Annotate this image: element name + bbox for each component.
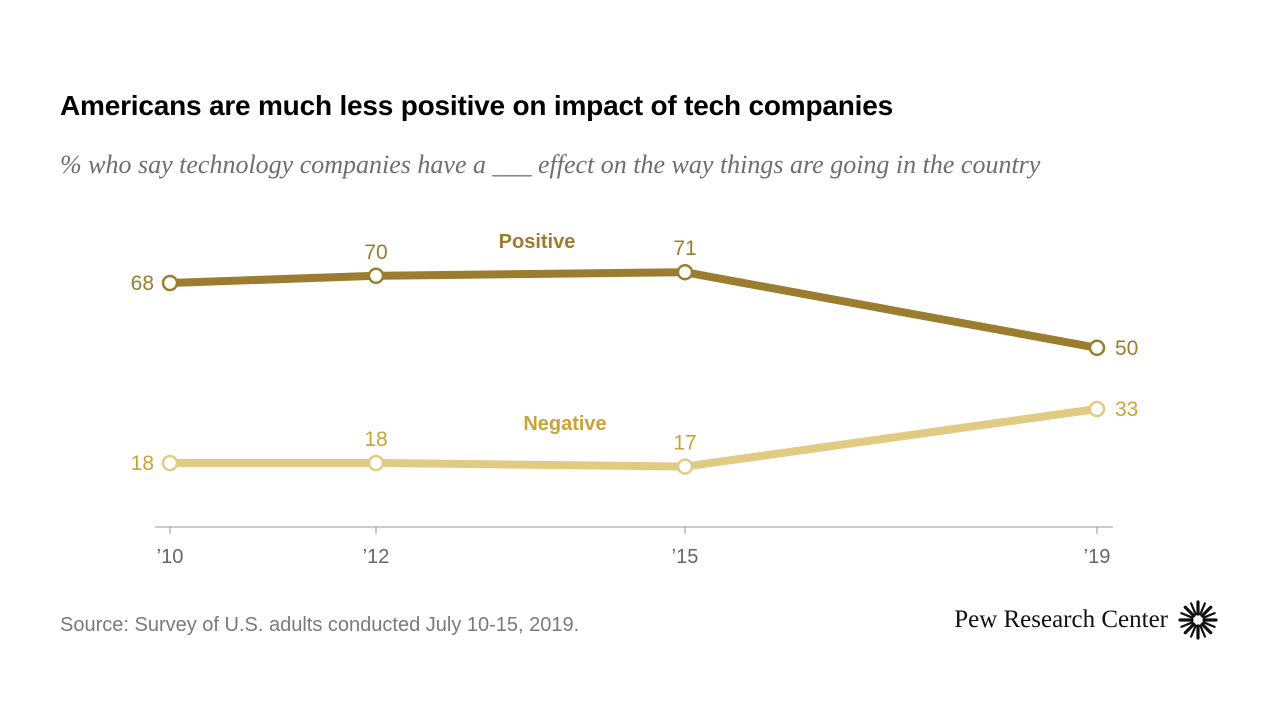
logo-ray [1202, 621, 1216, 628]
data-label: 70 [364, 241, 387, 264]
logo-ray [1180, 621, 1194, 628]
logo-ray [1180, 612, 1194, 619]
logo-ray [1183, 622, 1196, 635]
source-note: Source: Survey of U.S. adults conducted … [60, 614, 580, 636]
line-chart: ’10 ’12 ’15 ’19 68 70 71 50 Positive 18 18 17 33 Nega… [131, 231, 1139, 568]
pew-sunburst-logo-icon [1178, 600, 1218, 640]
chart-title: Americans are much less positive on impa… [60, 90, 893, 121]
logo-ray [1183, 605, 1196, 618]
data-label: 68 [131, 272, 154, 295]
data-label: 71 [673, 237, 696, 260]
data-point [676, 263, 694, 281]
data-point [367, 267, 385, 285]
x-tick-label: ’15 [672, 546, 699, 568]
data-label: 50 [1115, 337, 1138, 360]
data-point [161, 274, 179, 292]
brand-name: Pew Research Center [954, 606, 1168, 633]
data-label: 17 [673, 432, 696, 455]
data-point [676, 458, 694, 475]
x-tick-label: ’10 [157, 546, 184, 568]
data-point [367, 454, 385, 472]
data-label: 18 [364, 428, 387, 451]
data-label: 18 [131, 452, 154, 475]
series-label-positive: Positive [499, 231, 576, 253]
data-label: 33 [1115, 398, 1138, 421]
x-tick-label: ’19 [1084, 546, 1111, 568]
logo-ray [1200, 605, 1213, 618]
series-line-positive [166, 268, 1101, 352]
logo-ray [1199, 602, 1206, 616]
logo-ray [1199, 624, 1206, 638]
data-point [1088, 400, 1106, 418]
logo-ray [1190, 602, 1197, 616]
series-line-negative [166, 405, 1101, 471]
logo-ray [1190, 624, 1197, 638]
x-tick-label: ’12 [363, 546, 390, 568]
chart-subtitle: % who say technology companies have a __… [60, 150, 1041, 179]
data-point [1088, 339, 1106, 357]
logo-ray [1200, 622, 1213, 635]
logo-ray [1202, 612, 1216, 619]
brand: Pew Research Center [954, 600, 1218, 640]
series-label-negative: Negative [523, 413, 606, 435]
data-point [161, 454, 179, 472]
